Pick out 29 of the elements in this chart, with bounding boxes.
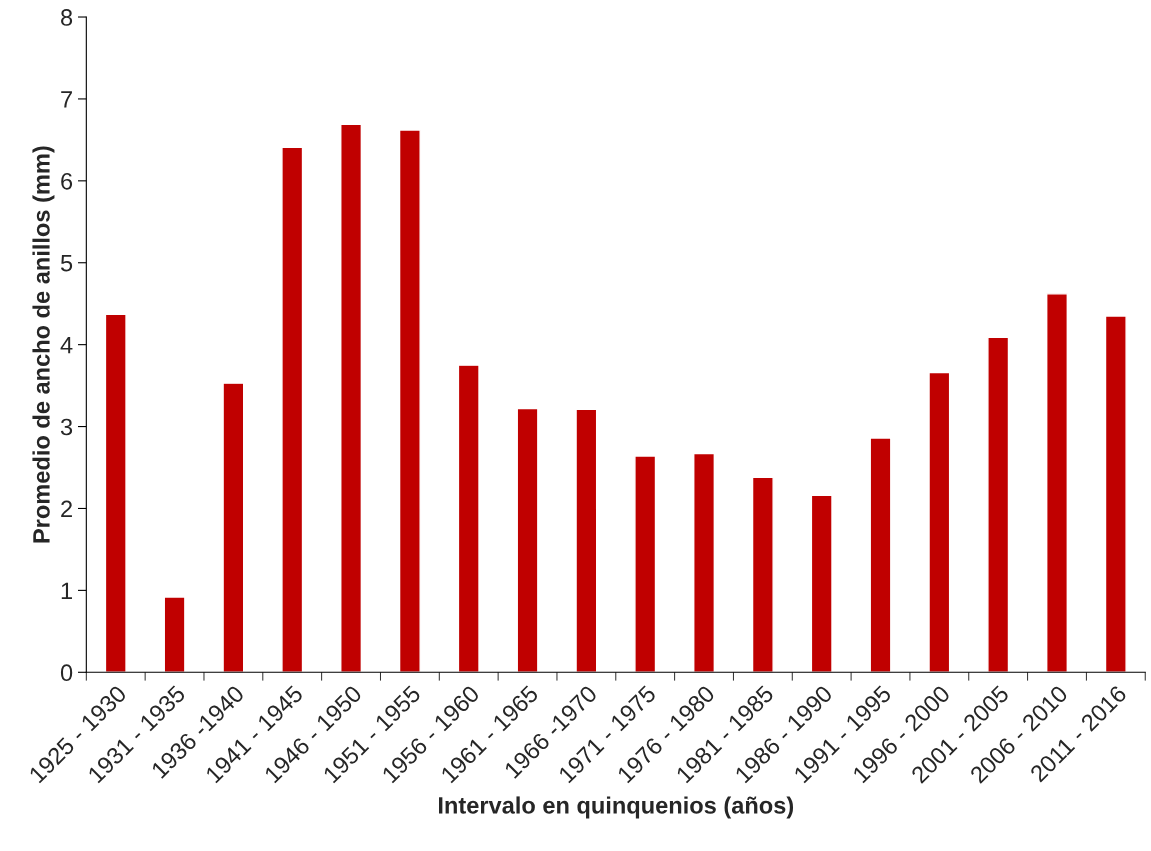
bar (928, 371, 951, 673)
y-tick-label: 8 (61, 9, 73, 26)
bar (1046, 293, 1068, 673)
bar (340, 123, 363, 673)
y-tick-label: 0 (60, 664, 73, 682)
y-axis-title: Promedio de ancho de anillos (mm) (32, 146, 55, 543)
bar (987, 336, 1010, 673)
bar (869, 437, 892, 673)
y-tick-label: 2 (61, 500, 72, 518)
bar (163, 596, 186, 673)
bar (1104, 315, 1127, 673)
y-tick-label: 7 (61, 91, 72, 108)
bar (751, 476, 774, 673)
bar (104, 313, 127, 673)
bar (222, 382, 245, 673)
y-tick-label: 1 (61, 582, 72, 599)
x-axis-title: Intervalo en quinquenios (años) (438, 796, 794, 819)
bar (457, 364, 480, 673)
bar (634, 455, 657, 673)
y-tick-label: 6 (61, 172, 73, 190)
bar (281, 146, 304, 673)
bar (810, 494, 833, 673)
y-tick-label: 3 (60, 418, 73, 436)
y-tick-label: 5 (60, 255, 73, 272)
bar (516, 407, 539, 673)
bar (398, 129, 421, 673)
bar (693, 452, 716, 673)
y-tick-label: 4 (60, 336, 73, 354)
bar (575, 408, 598, 673)
